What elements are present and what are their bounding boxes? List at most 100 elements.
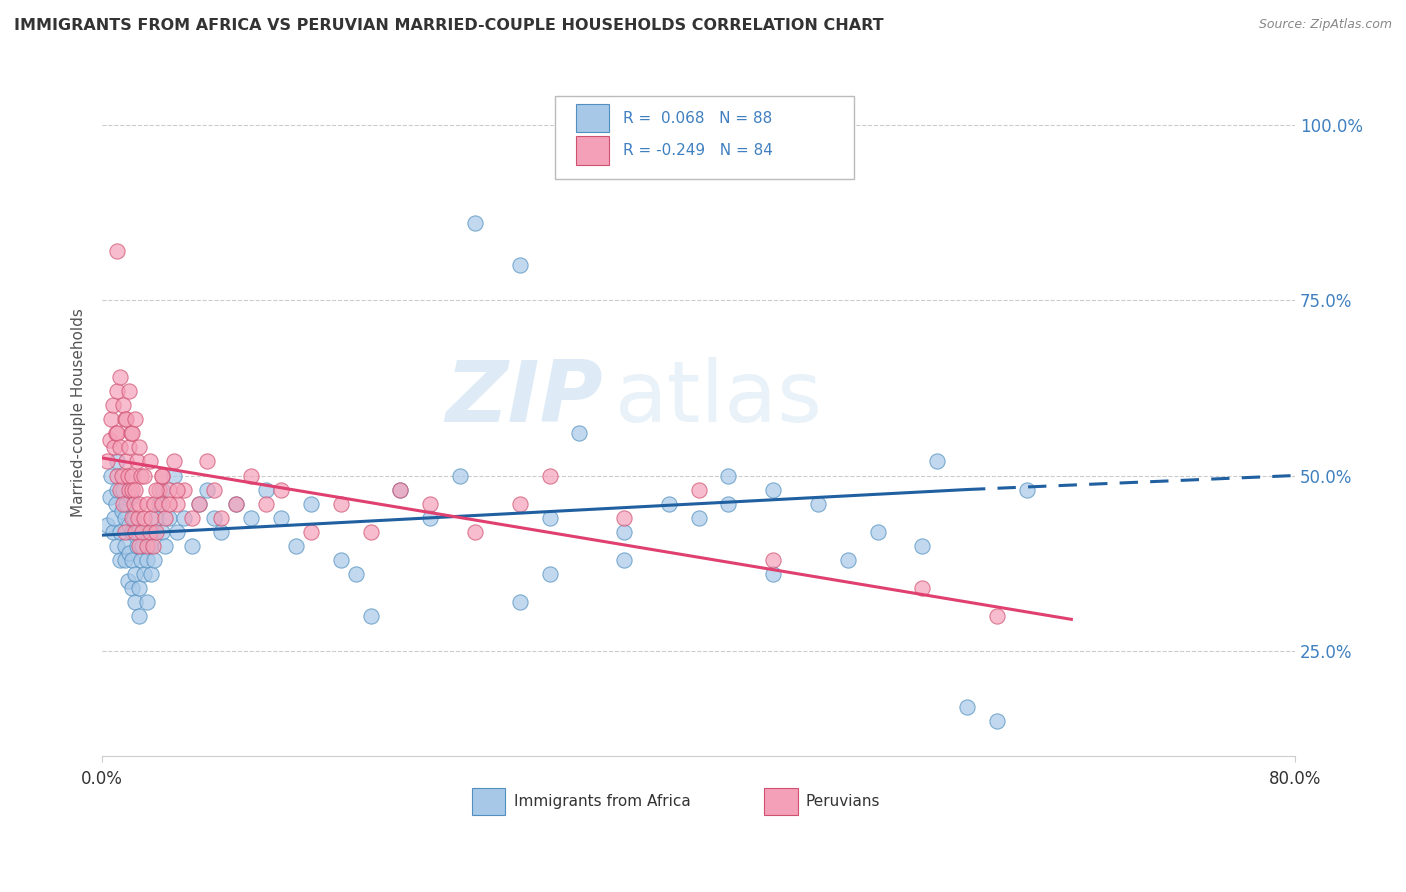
Point xyxy=(120,426,142,441)
Point xyxy=(122,497,145,511)
Point xyxy=(464,216,486,230)
Point xyxy=(121,468,143,483)
Point xyxy=(136,497,159,511)
Point xyxy=(136,552,159,566)
Point xyxy=(105,244,128,258)
Point xyxy=(108,441,131,455)
Point xyxy=(1015,483,1038,497)
Text: atlas: atlas xyxy=(614,357,823,440)
Point xyxy=(150,468,173,483)
Point xyxy=(419,497,441,511)
Point xyxy=(509,595,531,609)
Point xyxy=(613,552,636,566)
Point xyxy=(128,539,150,553)
FancyBboxPatch shape xyxy=(575,136,609,165)
Point xyxy=(254,483,277,497)
Point xyxy=(911,539,934,553)
Point xyxy=(124,483,146,497)
Point xyxy=(105,384,128,399)
Point xyxy=(114,412,136,426)
Point xyxy=(121,426,143,441)
Point xyxy=(139,539,162,553)
Text: Source: ZipAtlas.com: Source: ZipAtlas.com xyxy=(1258,18,1392,31)
Point xyxy=(131,539,153,553)
Point xyxy=(121,581,143,595)
Point xyxy=(166,497,188,511)
Text: ZIP: ZIP xyxy=(446,357,603,440)
Point xyxy=(129,552,152,566)
Point xyxy=(449,468,471,483)
Point xyxy=(360,608,382,623)
Point xyxy=(96,517,118,532)
Point xyxy=(344,566,367,581)
Point xyxy=(956,700,979,714)
Point xyxy=(717,468,740,483)
Point xyxy=(118,546,141,560)
Point xyxy=(762,483,785,497)
Point xyxy=(121,524,143,539)
Point xyxy=(807,497,830,511)
Point xyxy=(115,454,138,468)
Text: R = -0.249   N = 84: R = -0.249 N = 84 xyxy=(623,143,773,158)
Point xyxy=(762,552,785,566)
Point xyxy=(124,524,146,539)
Point xyxy=(128,441,150,455)
Point xyxy=(866,524,889,539)
Point xyxy=(180,510,202,524)
Point xyxy=(127,524,149,539)
Point xyxy=(173,483,195,497)
Point xyxy=(613,510,636,524)
Point xyxy=(139,524,162,539)
Point xyxy=(148,483,170,497)
Point xyxy=(166,483,188,497)
Point xyxy=(121,552,143,566)
Point xyxy=(128,581,150,595)
Text: IMMIGRANTS FROM AFRICA VS PERUVIAN MARRIED-COUPLE HOUSEHOLDS CORRELATION CHART: IMMIGRANTS FROM AFRICA VS PERUVIAN MARRI… xyxy=(14,18,884,33)
Point xyxy=(157,510,180,524)
Point xyxy=(104,426,127,441)
Point xyxy=(98,490,121,504)
Text: Immigrants from Africa: Immigrants from Africa xyxy=(513,794,690,809)
Point xyxy=(157,497,180,511)
Point xyxy=(143,497,166,511)
Point xyxy=(150,524,173,539)
Point xyxy=(225,497,247,511)
Point xyxy=(112,483,135,497)
Point xyxy=(110,503,132,517)
Point xyxy=(145,524,167,539)
Point xyxy=(105,483,128,497)
Point xyxy=(118,483,141,497)
Point xyxy=(142,524,165,539)
Point xyxy=(128,497,150,511)
Point xyxy=(131,524,153,539)
Point xyxy=(568,426,591,441)
Point xyxy=(124,595,146,609)
Point xyxy=(150,468,173,483)
Point xyxy=(225,497,247,511)
Point xyxy=(132,468,155,483)
Point xyxy=(136,539,159,553)
Point xyxy=(117,574,139,588)
Point xyxy=(143,552,166,566)
Point xyxy=(114,524,136,539)
Point xyxy=(114,539,136,553)
Point xyxy=(139,454,162,468)
Point xyxy=(136,595,159,609)
Point xyxy=(180,539,202,553)
Text: Peruvians: Peruvians xyxy=(806,794,880,809)
Point xyxy=(115,497,138,511)
Point xyxy=(166,524,188,539)
Point xyxy=(211,510,233,524)
Point xyxy=(837,552,859,566)
Point xyxy=(118,384,141,399)
Point xyxy=(118,517,141,532)
FancyBboxPatch shape xyxy=(555,96,853,178)
Point xyxy=(188,497,211,511)
Point xyxy=(120,490,142,504)
Point xyxy=(128,608,150,623)
Point xyxy=(103,441,125,455)
Text: R =  0.068   N = 88: R = 0.068 N = 88 xyxy=(623,111,773,126)
Point xyxy=(538,468,561,483)
Point xyxy=(112,398,135,412)
Point xyxy=(124,566,146,581)
